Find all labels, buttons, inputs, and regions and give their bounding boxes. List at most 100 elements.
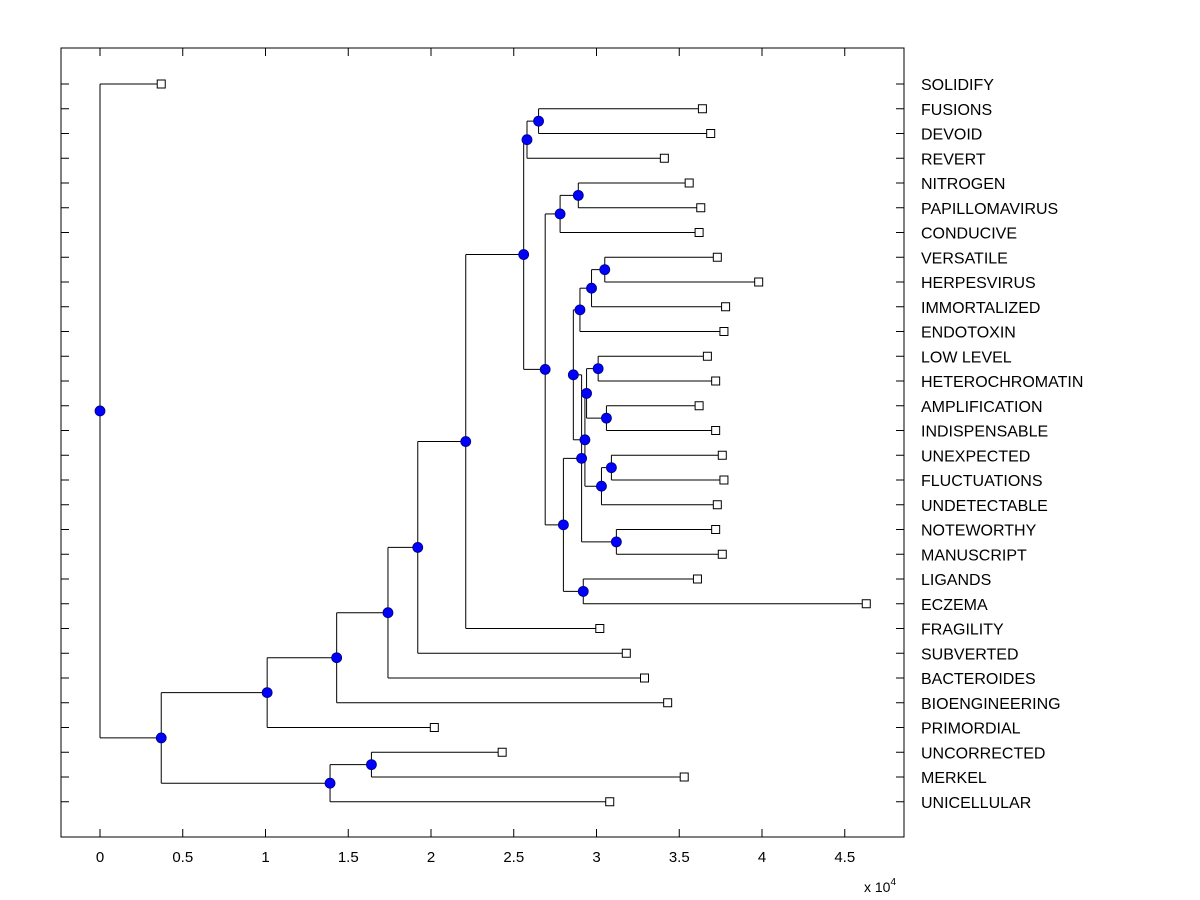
leaf-marker	[692, 574, 702, 584]
x-tick-label: 3.5	[669, 849, 690, 866]
leaf-marker	[861, 599, 871, 609]
leaf-marker	[702, 351, 712, 361]
leaf-marker	[712, 500, 722, 510]
node-marker	[554, 208, 566, 220]
leaf-label: FUSIONS	[921, 102, 992, 119]
leaf-marker	[711, 376, 721, 386]
node-marker	[579, 434, 591, 446]
node-marker	[596, 480, 607, 492]
leaf-marker	[605, 797, 615, 807]
leaf-labels: SOLIDIFY FUSIONS DEVOID REVERT NITROGEN PAPIL…	[921, 77, 1083, 812]
leaf-label: NOTEWORTHY	[921, 523, 1037, 540]
leaf-label: BIOENGINEERING	[921, 696, 1061, 713]
leaf-label: FRAGILITY	[921, 622, 1004, 639]
leaf-marker	[717, 549, 727, 559]
leaf-marker	[719, 475, 729, 485]
node-markers	[94, 115, 622, 789]
leaf-marker	[497, 747, 507, 757]
leaf-marker	[156, 79, 166, 89]
x-tick-labels: 0 0.5 1 1.5 2 2.5 3 3.5 4 4.5	[96, 849, 855, 866]
leaf-label: LIGANDS	[921, 572, 991, 589]
leaf-marker	[712, 252, 722, 262]
x-tick-label: 0.5	[172, 849, 193, 866]
leaf-label: AMPLIFICATION	[921, 399, 1043, 416]
node-marker	[574, 304, 586, 316]
node-marker	[533, 115, 544, 127]
leaf-label: DEVOID	[921, 127, 982, 144]
leaf-label: CONDUCIVE	[921, 226, 1017, 243]
node-marker	[605, 462, 617, 474]
node-marker	[94, 405, 106, 417]
x-tick-label: 1	[261, 849, 269, 866]
leaf-marker	[694, 228, 704, 237]
node-marker	[382, 607, 394, 619]
node-marker	[567, 369, 579, 381]
leaf-label: LOW LEVEL	[921, 349, 1012, 366]
leaf-marker	[696, 203, 706, 213]
leaf-label: FLUCTUATIONS	[921, 473, 1042, 490]
node-marker	[412, 541, 424, 553]
leaf-label: REVERT	[921, 151, 986, 168]
node-marker	[610, 536, 622, 548]
node-marker	[331, 652, 343, 664]
node-marker	[539, 363, 551, 375]
leaf-label: SUBVERTED	[921, 646, 1019, 663]
leaf-label: UNCORRECTED	[921, 745, 1045, 762]
x-scale-label: x 104	[864, 877, 896, 895]
node-marker	[592, 363, 604, 375]
leaf-markers	[156, 79, 871, 807]
leaf-marker	[639, 673, 649, 683]
leaf-marker	[754, 277, 764, 287]
node-marker	[599, 264, 611, 276]
leaf-label: INDISPENSABLE	[921, 424, 1048, 441]
leaf-label: MERKEL	[921, 770, 987, 787]
leaf-label: ECZEMA	[921, 597, 988, 614]
leaf-marker	[706, 129, 716, 138]
node-marker	[324, 777, 336, 789]
x-axis-ticks	[99, 48, 846, 837]
node-marker	[581, 387, 592, 399]
x-tick-label: 3	[592, 849, 600, 866]
node-marker	[558, 519, 569, 531]
leaf-marker	[697, 104, 707, 114]
leaf-label: SOLIDIFY	[921, 77, 994, 94]
leaf-marker	[663, 698, 673, 708]
node-marker	[521, 134, 533, 146]
leaf-marker	[719, 327, 729, 336]
y-axis-ticks	[61, 83, 904, 803]
node-marker	[577, 585, 589, 597]
leaf-label: UNEXPECTED	[921, 448, 1030, 465]
x-tick-label: 0	[96, 849, 104, 866]
x-tick-label: 4	[758, 849, 766, 866]
leaf-label: IMMORTALIZED	[921, 300, 1040, 317]
x-tick-label: 2.5	[503, 849, 524, 866]
node-marker	[576, 452, 588, 464]
x-tick-label: 2	[427, 849, 435, 866]
x-tick-label: 4.5	[834, 849, 855, 866]
leaf-label: VERSATILE	[921, 250, 1008, 267]
leaf-marker	[621, 648, 631, 658]
leaf-marker	[711, 525, 721, 534]
leaf-label: UNDETECTABLE	[921, 498, 1048, 515]
leaf-label: PAPILLOMAVIRUS	[921, 201, 1058, 218]
leaf-label: UNICELLULAR	[921, 795, 1031, 812]
leaf-marker	[684, 178, 694, 188]
leaf-marker	[659, 153, 669, 163]
leaf-marker	[679, 772, 689, 782]
node-marker	[460, 436, 472, 447]
leaf-label: BACTEROIDES	[921, 671, 1036, 688]
leaf-label: NITROGEN	[921, 176, 1005, 193]
leaf-marker	[694, 401, 704, 411]
plot-frame	[60, 47, 905, 838]
node-marker	[572, 189, 584, 201]
leaf-marker	[711, 426, 721, 435]
leaf-label: HETEROCHROMATIN	[921, 374, 1083, 391]
node-marker	[261, 687, 273, 699]
leaf-marker	[429, 723, 439, 732]
leaf-label: HERPESVIRUS	[921, 275, 1036, 292]
node-marker	[586, 282, 597, 294]
leaf-label: ENDOTOXIN	[921, 325, 1016, 342]
leaf-marker	[595, 624, 605, 633]
node-marker	[155, 732, 167, 744]
leaf-marker	[717, 450, 727, 460]
